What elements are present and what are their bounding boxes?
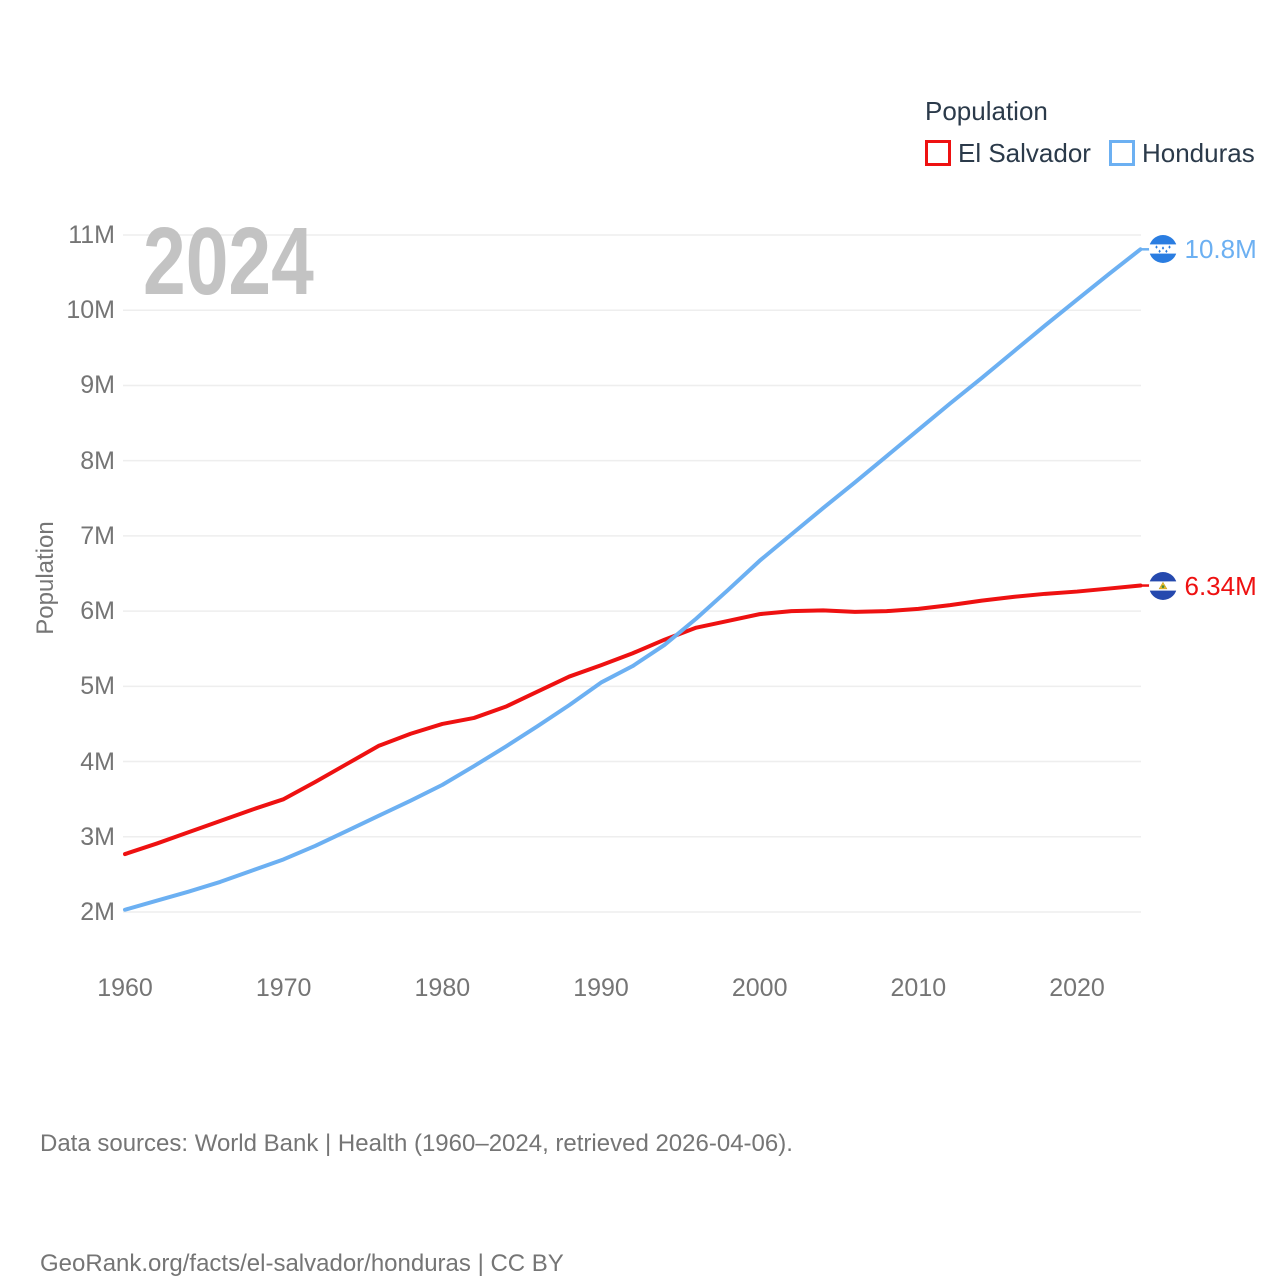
y-tick-label: 2M <box>80 898 115 926</box>
legend-item-el-salvador[interactable]: El Salvador <box>925 140 1091 166</box>
x-tick-label: 1990 <box>573 974 629 1002</box>
series-line-el-salvador[interactable] <box>123 583 1143 857</box>
legend: Population El Salvador Honduras <box>925 98 1255 166</box>
el-salvador-flag-icon <box>1149 571 1178 600</box>
y-tick-label: 10M <box>66 296 115 325</box>
x-tick-label: 1970 <box>255 974 312 1002</box>
x-tick-label: 2020 <box>1049 974 1105 1002</box>
x-tick-label: 2000 <box>731 974 788 1002</box>
x-tick-label: 1980 <box>414 974 471 1002</box>
y-tick-label: 5M <box>80 672 115 701</box>
y-tick-label: 4M <box>80 747 115 776</box>
y-tick-label: 11M <box>68 221 115 250</box>
source-line-2: GeoRank.org/facts/el-salvador/honduras |… <box>40 1250 564 1277</box>
honduras-end-value-label: 10.8M <box>1184 234 1257 265</box>
el-salvador-end-value-label: 6.34M <box>1184 570 1257 601</box>
y-tick-label: 9M <box>80 371 115 400</box>
x-tick-label: 1960 <box>97 974 153 1002</box>
legend-item-label: El Salvador <box>958 138 1091 168</box>
y-tick-label: 7M <box>80 521 115 550</box>
honduras-flag-icon <box>1149 235 1178 264</box>
legend-item-label: Honduras <box>1141 138 1255 168</box>
legend-item-honduras[interactable]: Honduras <box>1108 138 1255 168</box>
y-tick-label: 3M <box>80 822 115 851</box>
source-attribution: Data sources: World Bank | Health (1960–… <box>40 1044 793 1280</box>
legend-items: El Salvador Honduras <box>925 140 1255 166</box>
y-tick-label: 6M <box>80 597 115 626</box>
legend-title: Population <box>925 96 1048 126</box>
series-line-honduras[interactable] <box>123 247 1143 912</box>
year-watermark: 2024 <box>143 208 314 315</box>
gridlines-group <box>123 234 1141 913</box>
honduras-swatch-icon <box>1108 140 1135 166</box>
el-salvador-swatch-icon <box>925 140 951 166</box>
y-tick-label: 8M <box>80 446 115 475</box>
series-group <box>123 247 1150 912</box>
source-line-1: Data sources: World Bank | Health (1960–… <box>40 1130 793 1157</box>
x-tick-label: 2010 <box>890 974 947 1002</box>
